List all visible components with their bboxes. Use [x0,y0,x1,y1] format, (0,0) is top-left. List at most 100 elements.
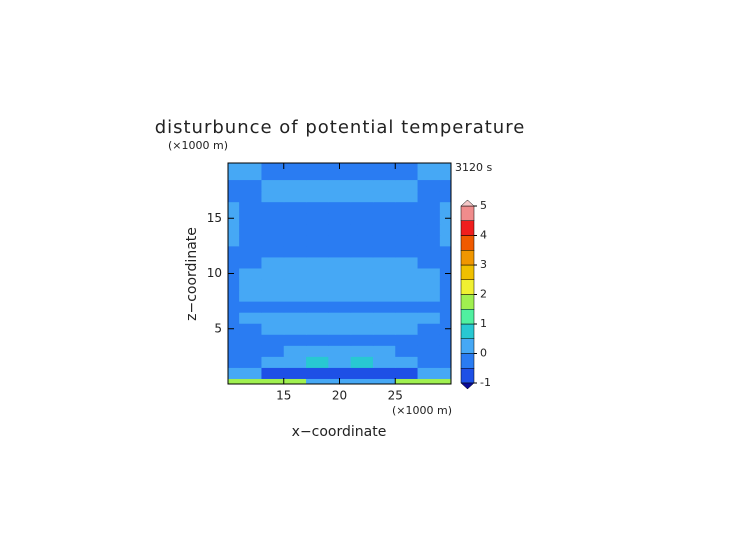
field-cell [239,279,262,291]
field-cell [283,245,307,258]
field-cell [417,256,441,269]
field-cell [350,267,374,280]
field-cell [372,290,396,302]
colorbar-tick-label: 0 [480,347,487,360]
field-cell [350,312,374,324]
field-cell [350,279,374,291]
field-cell [261,301,285,313]
field-cell [328,267,352,280]
field-cell [417,301,441,313]
field-cell [261,367,285,379]
field-cell [306,201,329,214]
field-cell [417,279,441,291]
field-cell [372,234,396,247]
field-cell [395,378,419,385]
field-cell [350,168,374,181]
field-cell [350,367,374,379]
field-cell [372,378,396,385]
field-cell [328,312,352,324]
field-cell [306,267,329,280]
colorbar-tick-label: 2 [480,288,487,301]
field-cell [439,168,452,181]
field-cell [439,256,452,269]
field-cell [239,267,262,280]
field-cell [439,356,452,368]
field-cell [439,163,452,170]
colorbar-segment [460,279,475,295]
field-cell [228,367,240,379]
field-cell [328,279,352,291]
field-cell [261,334,285,346]
field-cell [350,212,374,225]
field-cell [239,301,262,313]
field-cell [417,312,441,324]
field-cell [395,367,419,379]
field-cell [261,267,285,280]
field-cell [228,345,240,357]
field-cell [283,223,307,236]
field-cell [306,234,329,247]
field-cell [283,212,307,225]
field-cell [239,168,262,181]
field-cell [372,190,396,203]
y-tick-label: 15 [207,211,222,225]
field-cell [328,367,352,379]
field-cell [417,168,441,181]
y-tick-label: 10 [207,266,222,280]
field-cell [328,245,352,258]
field-cell [228,312,240,324]
field-cell [283,378,307,385]
colorbar-segment [460,323,475,339]
colorbar-segment [460,309,475,325]
field-cell [395,312,419,324]
field-cell [350,223,374,236]
field-cell [439,301,452,313]
field-cell [228,301,240,313]
field-cell [261,256,285,269]
field-cell [306,223,329,236]
field-cell [372,223,396,236]
field-cell [395,256,419,269]
field-cell [306,301,329,313]
field-cell [439,190,452,203]
field-cell [417,190,441,203]
field-cell [283,267,307,280]
field-cell [417,378,441,385]
field-cell [306,290,329,302]
x-tick-label: 15 [276,389,291,403]
field-cell [239,163,262,170]
field-cell [439,312,452,324]
field-cell [350,179,374,192]
field-cell [306,367,329,379]
field-cell [283,334,307,346]
field-cell [395,234,419,247]
field-cell [228,234,240,247]
field-cell [395,245,419,258]
field-cell [283,345,307,357]
field-cell [439,179,452,192]
field-cell [328,345,352,357]
field-cell [350,378,374,385]
field-cell [372,201,396,214]
field-cell [350,163,374,170]
field-cell [439,345,452,357]
field-cell [372,179,396,192]
colorbar-tick-label: 4 [480,229,487,242]
field-cell [283,234,307,247]
field-cell [239,234,262,247]
field-cell [439,223,452,236]
field-cell [228,163,240,170]
field-cell [228,223,240,236]
field-cell [261,234,285,247]
field-cell [417,163,441,170]
colorbar-segment [460,220,475,236]
field-cell [395,301,419,313]
field-cell [372,163,396,170]
field-cell [261,345,285,357]
colorbar-segment [460,205,475,221]
field-cell [283,179,307,192]
field-cell [372,345,396,357]
field-cell [439,201,452,214]
field-cell [395,290,419,302]
